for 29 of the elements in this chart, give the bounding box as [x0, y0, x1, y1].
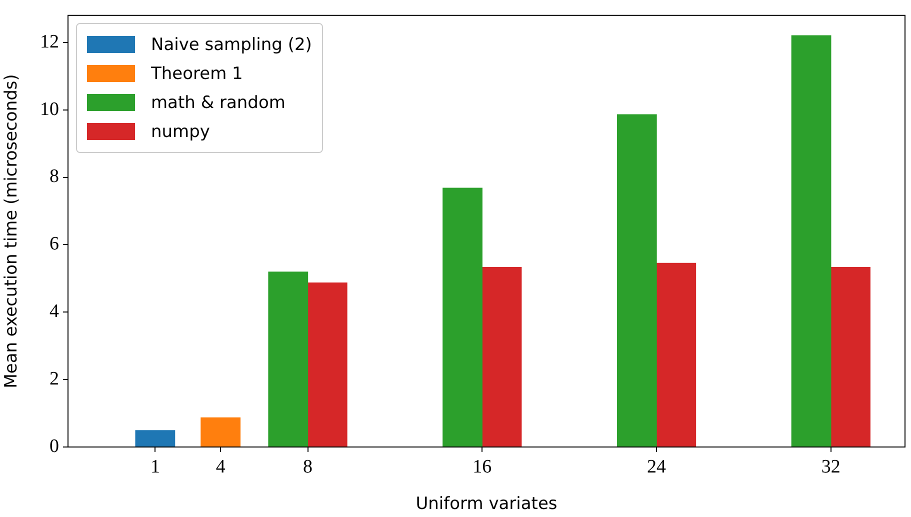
y-tick-label: 10 — [40, 98, 59, 120]
y-tick-label: 4 — [50, 301, 60, 322]
bar — [482, 266, 522, 447]
y-axis-title: Mean execution time (microseconds) — [2, 74, 22, 388]
y-tick-label: 2 — [50, 368, 59, 390]
x-tick-label: 32 — [821, 456, 840, 478]
x-axis-title: Uniform variates — [416, 494, 558, 514]
bar — [656, 262, 696, 447]
bar — [307, 282, 348, 447]
legend-label: math & random — [151, 92, 286, 113]
bar — [268, 272, 308, 447]
x-tick-label: 4 — [216, 456, 226, 478]
x-tick-label: 1 — [150, 456, 160, 478]
x-tick-label: 24 — [647, 456, 667, 478]
bar — [135, 430, 176, 447]
x-tick-label: 8 — [303, 456, 313, 478]
y-tick-label: 6 — [50, 234, 59, 255]
y-tick-label: 0 — [50, 436, 59, 457]
bar — [791, 35, 832, 447]
legend-label: Theorem 1 — [151, 64, 243, 84]
y-tick-label: 12 — [40, 31, 59, 52]
bar — [616, 114, 657, 447]
bar — [442, 188, 482, 447]
legend-label: numpy — [151, 122, 210, 142]
bar — [200, 417, 241, 447]
x-tick-label: 16 — [472, 456, 492, 478]
y-tick-label: 8 — [50, 166, 59, 188]
bar — [830, 266, 870, 447]
legend-label: Naive sampling (2) — [151, 34, 312, 55]
